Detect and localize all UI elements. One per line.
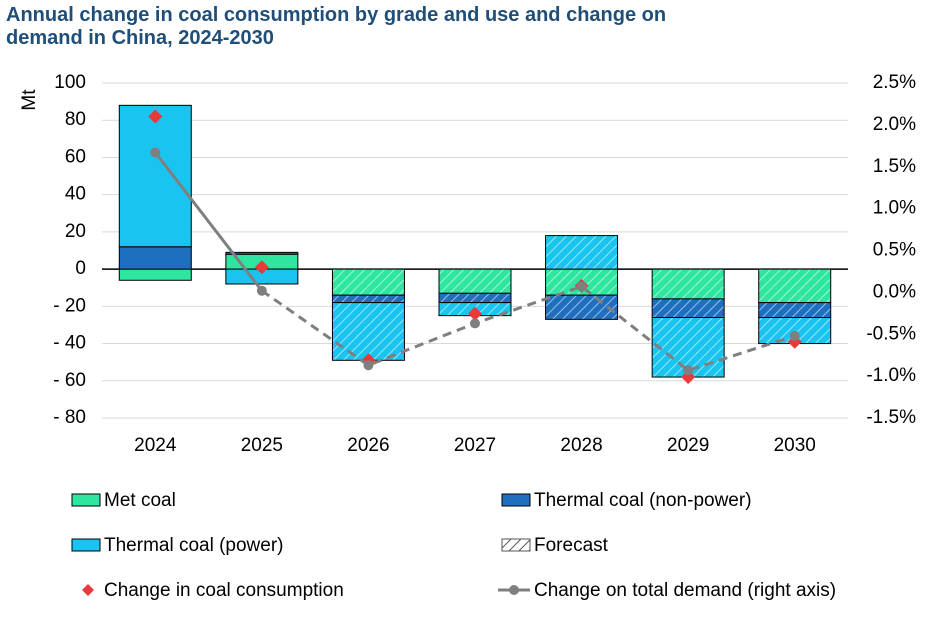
line-point — [576, 281, 587, 292]
x-tick-label: 2029 — [667, 435, 709, 456]
bar-segment — [545, 235, 619, 270]
y-tick-label: - 40 — [53, 333, 86, 354]
x-tick-label: 2024 — [134, 435, 177, 456]
y-tick-label: - 60 — [53, 370, 86, 391]
bar-segment — [651, 268, 725, 300]
y-tick-label: 80 — [65, 109, 86, 130]
legend-swatch — [501, 538, 531, 552]
legend-label: Thermal coal (non-power) — [534, 490, 752, 511]
line-point — [789, 330, 800, 341]
bar-segment — [118, 246, 192, 270]
y2-tick-label: 2.0% — [873, 114, 916, 135]
y-tick-label: 100 — [54, 72, 86, 93]
y2-tick-label: 1.0% — [873, 198, 916, 219]
y2-tick-label: -0.5% — [866, 323, 916, 344]
x-tick-label: 2028 — [560, 435, 602, 456]
x-tick-label: 2026 — [347, 435, 389, 456]
bar-segment — [118, 268, 192, 281]
y-tick-label: 0 — [75, 258, 86, 279]
y2-tick-label: 1.5% — [873, 156, 916, 177]
line-series — [260, 284, 796, 372]
legend-label: Thermal coal (power) — [104, 535, 284, 556]
legend-swatch — [501, 493, 531, 507]
diamond-marker — [254, 260, 269, 275]
line-point — [363, 360, 374, 371]
y-tick-label: - 20 — [53, 295, 86, 316]
legend-swatch — [71, 493, 101, 507]
y-tick-label: 60 — [65, 146, 86, 167]
legend-label: Change in coal consumption — [104, 580, 344, 601]
y-tick-label: 20 — [65, 221, 86, 242]
y-tick-label: 40 — [65, 184, 86, 205]
y-axis-label: Mt — [19, 89, 40, 111]
line-point — [150, 147, 161, 158]
x-tick-label: 2030 — [774, 435, 816, 456]
chart-title: Annual change in coal consumption by gra… — [6, 4, 666, 49]
y2-tick-label: -1.0% — [866, 365, 916, 386]
legend-swatch — [509, 585, 519, 595]
legend-swatch — [71, 538, 101, 552]
legend-label: Forecast — [534, 535, 609, 556]
bar-segment — [331, 302, 405, 361]
y2-tick-label: 0.0% — [873, 281, 916, 302]
bar-segment — [438, 268, 512, 294]
y-tick-label: - 80 — [53, 407, 86, 428]
line-series — [154, 151, 264, 292]
x-tick-label: 2025 — [241, 435, 283, 456]
x-tick-label: 2027 — [454, 435, 496, 456]
line-point — [683, 365, 694, 376]
bar-segment — [331, 294, 405, 304]
legend-label: Met coal — [104, 490, 176, 511]
y2-tick-label: -1.5% — [866, 407, 916, 428]
diamond-marker — [468, 306, 482, 321]
y2-tick-label: 0.5% — [873, 240, 916, 261]
line-point — [470, 318, 480, 329]
diamond-marker — [148, 109, 163, 124]
legend-label: Change on total demand (right axis) — [534, 580, 836, 601]
bar-segment — [545, 294, 619, 320]
bar-segment — [758, 268, 832, 304]
bar-segment — [651, 298, 725, 318]
bar-segment — [225, 251, 299, 255]
bar-segment — [438, 292, 512, 304]
bar-segment — [118, 104, 192, 248]
line-point — [256, 285, 267, 296]
bar-segment — [758, 302, 832, 319]
y2-tick-label: 2.5% — [873, 72, 916, 93]
legend-swatch — [82, 584, 94, 596]
bar-segment — [331, 268, 405, 296]
